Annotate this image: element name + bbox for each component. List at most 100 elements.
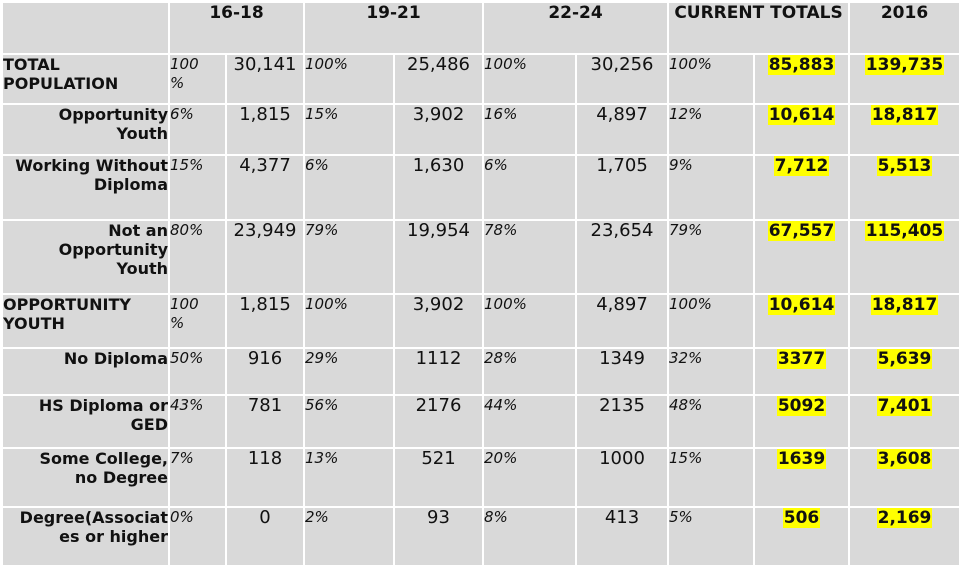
count-16-18: 4,377 bbox=[225, 154, 305, 221]
pct-19-21: 29% bbox=[303, 347, 395, 396]
table-row: Some College, no Degree 7% 118 13% 521 2… bbox=[1, 447, 961, 508]
count-22-24: 30,256 bbox=[575, 53, 669, 105]
value-2016: 7,401 bbox=[848, 394, 961, 449]
value-2016: 18,817 bbox=[848, 103, 961, 156]
pct-current-total: 15% bbox=[667, 447, 755, 508]
count-16-18: 1,815 bbox=[225, 293, 305, 349]
pct-16-18: 43% bbox=[168, 394, 227, 449]
pct-22-24: 28% bbox=[482, 347, 577, 396]
header-blank-cell bbox=[1, 1, 170, 55]
count-22-24: 1,705 bbox=[575, 154, 669, 221]
count-19-21: 1112 bbox=[393, 347, 484, 396]
pct-19-21: 100% bbox=[303, 293, 395, 349]
current-total-value: 5092 bbox=[753, 394, 850, 449]
pct-16-18: 0% bbox=[168, 506, 227, 567]
pct-22-24: 100% bbox=[482, 293, 577, 349]
header-19-21: 19-21 bbox=[303, 1, 484, 55]
pct-16-18: 80% bbox=[168, 219, 227, 295]
pct-current-total: 32% bbox=[667, 347, 755, 396]
table-row: No Diploma 50% 916 29% 1112 28% 1349 32%… bbox=[1, 347, 961, 396]
count-19-21: 3,902 bbox=[393, 103, 484, 156]
value-2016: 5,639 bbox=[848, 347, 961, 396]
row-label: No Diploma bbox=[1, 347, 170, 396]
count-16-18: 118 bbox=[225, 447, 305, 508]
current-total-value: 85,883 bbox=[753, 53, 850, 105]
pct-current-total: 100% bbox=[667, 53, 755, 105]
table-row: Working Without Diploma 15% 4,377 6% 1,6… bbox=[1, 154, 961, 221]
current-total-value: 7,712 bbox=[753, 154, 850, 221]
table-row: Degree(Associat es or higher 0% 0 2% 93 … bbox=[1, 506, 961, 567]
table-row: TOTAL POPULATION 100 % 30,141 100% 25,48… bbox=[1, 53, 961, 105]
table-row: Not an Opportunity Youth 80% 23,949 79% … bbox=[1, 219, 961, 295]
pct-19-21: 56% bbox=[303, 394, 395, 449]
count-22-24: 4,897 bbox=[575, 103, 669, 156]
count-19-21: 521 bbox=[393, 447, 484, 508]
count-19-21: 93 bbox=[393, 506, 484, 567]
pct-19-21: 100% bbox=[303, 53, 395, 105]
current-total-value: 10,614 bbox=[753, 103, 850, 156]
pct-22-24: 6% bbox=[482, 154, 577, 221]
header-22-24: 22-24 bbox=[482, 1, 669, 55]
pct-current-total: 48% bbox=[667, 394, 755, 449]
current-total-value: 506 bbox=[753, 506, 850, 567]
value-2016: 3,608 bbox=[848, 447, 961, 508]
row-label: TOTAL POPULATION bbox=[1, 53, 170, 105]
count-16-18: 1,815 bbox=[225, 103, 305, 156]
count-22-24: 23,654 bbox=[575, 219, 669, 295]
count-22-24: 1349 bbox=[575, 347, 669, 396]
count-19-21: 25,486 bbox=[393, 53, 484, 105]
pct-22-24: 100% bbox=[482, 53, 577, 105]
current-total-value: 3377 bbox=[753, 347, 850, 396]
row-label: HS Diploma or GED bbox=[1, 394, 170, 449]
pct-16-18: 15% bbox=[168, 154, 227, 221]
count-19-21: 19,954 bbox=[393, 219, 484, 295]
count-22-24: 2135 bbox=[575, 394, 669, 449]
row-label: Some College, no Degree bbox=[1, 447, 170, 508]
pct-22-24: 8% bbox=[482, 506, 577, 567]
pct-19-21: 79% bbox=[303, 219, 395, 295]
value-2016: 139,735 bbox=[848, 53, 961, 105]
pct-19-21: 15% bbox=[303, 103, 395, 156]
pct-22-24: 16% bbox=[482, 103, 577, 156]
pct-current-total: 12% bbox=[667, 103, 755, 156]
pct-22-24: 44% bbox=[482, 394, 577, 449]
value-2016: 115,405 bbox=[848, 219, 961, 295]
current-total-value: 1639 bbox=[753, 447, 850, 508]
pct-16-18: 50% bbox=[168, 347, 227, 396]
current-total-value: 67,557 bbox=[753, 219, 850, 295]
count-16-18: 30,141 bbox=[225, 53, 305, 105]
header-2016: 2016 bbox=[848, 1, 961, 55]
pct-19-21: 13% bbox=[303, 447, 395, 508]
count-16-18: 0 bbox=[225, 506, 305, 567]
value-2016: 2,169 bbox=[848, 506, 961, 567]
header-current-totals: CURRENT TOTALS bbox=[667, 1, 850, 55]
pct-16-18: 7% bbox=[168, 447, 227, 508]
header-16-18: 16-18 bbox=[168, 1, 305, 55]
count-16-18: 23,949 bbox=[225, 219, 305, 295]
count-22-24: 413 bbox=[575, 506, 669, 567]
row-label: Not an Opportunity Youth bbox=[1, 219, 170, 295]
table-row: OPPORTUNITY YOUTH 100 % 1,815 100% 3,902… bbox=[1, 293, 961, 349]
header-row: 16-18 19-21 22-24 CURRENT TOTALS 2016 bbox=[1, 1, 961, 55]
value-2016: 5,513 bbox=[848, 154, 961, 221]
pct-19-21: 6% bbox=[303, 154, 395, 221]
count-16-18: 781 bbox=[225, 394, 305, 449]
pct-22-24: 20% bbox=[482, 447, 577, 508]
count-22-24: 4,897 bbox=[575, 293, 669, 349]
pct-16-18: 100 % bbox=[168, 293, 227, 349]
pct-22-24: 78% bbox=[482, 219, 577, 295]
row-label: OPPORTUNITY YOUTH bbox=[1, 293, 170, 349]
pct-19-21: 2% bbox=[303, 506, 395, 567]
table-row: HS Diploma or GED 43% 781 56% 2176 44% 2… bbox=[1, 394, 961, 449]
pct-current-total: 5% bbox=[667, 506, 755, 567]
row-label: Degree(Associat es or higher bbox=[1, 506, 170, 567]
count-19-21: 2176 bbox=[393, 394, 484, 449]
count-22-24: 1000 bbox=[575, 447, 669, 508]
row-label: Working Without Diploma bbox=[1, 154, 170, 221]
count-19-21: 1,630 bbox=[393, 154, 484, 221]
count-16-18: 916 bbox=[225, 347, 305, 396]
current-total-value: 10,614 bbox=[753, 293, 850, 349]
value-2016: 18,817 bbox=[848, 293, 961, 349]
pct-16-18: 6% bbox=[168, 103, 227, 156]
